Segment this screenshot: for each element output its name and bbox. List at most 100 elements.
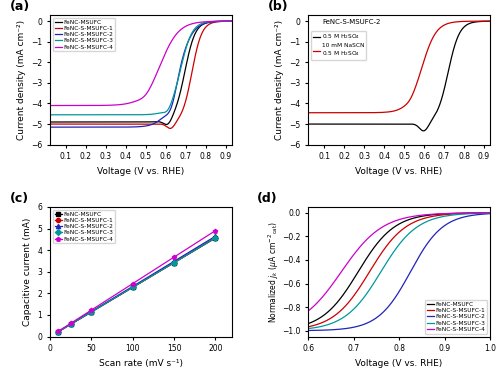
FeNC-S-MSUFC-1 [421,216,427,221]
FeNC-MSUFC [305,321,311,326]
FeNC-S-MSUFC-1 [443,212,449,217]
FeNC-S-MSUFC-4 [88,308,94,312]
Legend: FeNC-MSUFC, FeNC-S-MSUFC-1, FeNC-S-MSUFC-2, FeNC-S-MSUFC-3, FeNC-S-MSUFC-4: FeNC-MSUFC, FeNC-S-MSUFC-1, FeNC-S-MSUFC… [53,210,115,243]
FeNC-S-MSUFC-3 [416,224,422,228]
Line: FeNC-MSUFC: FeNC-MSUFC [56,236,218,334]
Line: FeNC-S-MSUFC-1: FeNC-S-MSUFC-1 [308,213,490,327]
FeNC-MSUFC [206,20,212,24]
FeNC-S-MSUFC-1 [88,310,94,314]
FeNC-S-MSUFC-2 [443,223,449,227]
X-axis label: Voltage (V vs. RHE): Voltage (V vs. RHE) [98,167,184,176]
FeNC-MSUFC [43,120,49,124]
FeNC-MSUFC [130,285,136,289]
FeNC-S-MSUFC-3 [421,221,427,225]
FeNC-S-MSUFC-4 [187,22,193,27]
FeNC-MSUFC [56,329,62,334]
FeNC-S-MSUFC-1 [54,122,60,126]
FeNC-S-MSUFC-4 [316,298,322,303]
X-axis label: Scan rate (mV s⁻¹): Scan rate (mV s⁻¹) [99,359,183,368]
FeNC-S-MSUFC-2 [171,259,177,264]
Legend: 0.5 M H$_2$SO$_4$, 10 mM NaSCN
0.5 M H$_2$SO$_4$: 0.5 M H$_2$SO$_4$, 10 mM NaSCN 0.5 M H$_… [311,31,366,60]
FeNC-S-MSUFC-3 [164,109,170,113]
FeNC-S-MSUFC-2 [187,36,193,40]
FeNC-MSUFC [411,216,417,220]
FeNC-S-MSUFC-4 [164,47,170,52]
FeNC-MSUFC [153,119,159,124]
Y-axis label: Normalized $j_k$ ($\mu$A cm$^{-2}$$_{\mathrm{cat}}$): Normalized $j_k$ ($\mu$A cm$^{-2}$$_{\ma… [266,221,280,323]
FeNC-S-MSUFC-3 [212,236,218,240]
FeNC-MSUFC [164,122,170,126]
Y-axis label: Capacitive current (mA): Capacitive current (mA) [23,218,32,326]
FeNC-S-MSUFC-3 [158,111,164,115]
FeNC-S-MSUFC-1 [233,19,239,24]
FeNC-S-MSUFC-2 [153,120,159,125]
FeNC-S-MSUFC-1 [416,218,422,223]
FeNC-MSUFC [163,122,169,127]
FeNC-S-MSUFC-1 [153,122,159,126]
FeNC-S-MSUFC-3 [411,227,417,232]
Line: FeNC-MSUFC: FeNC-MSUFC [308,213,490,324]
FeNC-MSUFC [187,46,193,50]
FeNC-S-MSUFC-4 [206,19,212,24]
Text: FeNC-S-MSUFC-2: FeNC-S-MSUFC-2 [322,19,381,25]
Line: FeNC-S-MSUFC-4: FeNC-S-MSUFC-4 [46,21,236,105]
FeNC-S-MSUFC-4 [212,229,218,233]
FeNC-S-MSUFC-1 [43,122,49,126]
FeNC-S-MSUFC-4 [462,211,468,215]
FeNC-S-MSUFC-2 [68,322,73,326]
FeNC-S-MSUFC-3 [206,19,212,24]
FeNC-S-MSUFC-3 [130,285,136,289]
FeNC-S-MSUFC-2 [56,329,62,334]
FeNC-S-MSUFC-2 [305,328,311,333]
FeNC-S-MSUFC-4 [233,19,239,24]
FeNC-S-MSUFC-2 [158,117,164,121]
FeNC-S-MSUFC-4 [171,255,177,260]
FeNC-S-MSUFC-3 [233,19,239,24]
Line: FeNC-S-MSUFC-4: FeNC-S-MSUFC-4 [308,213,490,311]
FeNC-S-MSUFC-1 [167,126,173,131]
FeNC-S-MSUFC-2 [487,211,493,216]
FeNC-S-MSUFC-1 [411,220,417,224]
FeNC-S-MSUFC-3 [171,260,177,265]
FeNC-MSUFC [171,260,177,265]
Line: FeNC-S-MSUFC-2: FeNC-S-MSUFC-2 [46,21,236,127]
FeNC-S-MSUFC-1 [462,211,468,216]
FeNC-S-MSUFC-3 [54,113,60,117]
FeNC-MSUFC [158,120,164,125]
FeNC-S-MSUFC-1 [171,260,177,265]
FeNC-S-MSUFC-4 [130,281,136,286]
FeNC-MSUFC [68,322,73,327]
FeNC-S-MSUFC-3 [443,214,449,218]
FeNC-S-MSUFC-1 [316,322,322,326]
FeNC-S-MSUFC-1 [68,322,73,327]
FeNC-S-MSUFC-4 [56,329,62,334]
FeNC-MSUFC [443,211,449,216]
FeNC-S-MSUFC-4 [158,61,164,65]
FeNC-MSUFC [212,236,218,240]
X-axis label: Voltage (V vs. RHE): Voltage (V vs. RHE) [356,167,442,176]
FeNC-S-MSUFC-3 [462,212,468,216]
Line: FeNC-S-MSUFC-3: FeNC-S-MSUFC-3 [56,236,218,334]
FeNC-S-MSUFC-3 [43,113,49,117]
FeNC-S-MSUFC-2 [88,309,94,314]
FeNC-S-MSUFC-1 [187,79,193,83]
FeNC-S-MSUFC-4 [421,213,427,217]
Text: (a): (a) [10,0,30,13]
FeNC-S-MSUFC-1 [158,122,164,126]
FeNC-S-MSUFC-3 [487,211,493,215]
FeNC-S-MSUFC-2 [54,125,60,129]
FeNC-MSUFC [88,310,94,314]
FeNC-S-MSUFC-4 [153,72,159,77]
FeNC-S-MSUFC-1 [212,236,218,240]
FeNC-S-MSUFC-4 [305,309,311,313]
FeNC-S-MSUFC-2 [164,113,170,117]
FeNC-S-MSUFC-1 [164,125,170,129]
FeNC-MSUFC [416,215,422,219]
FeNC-S-MSUFC-2 [212,234,218,239]
Legend: FeNC-MSUFC, FeNC-S-MSUFC-1, FeNC-S-MSUFC-2, FeNC-S-MSUFC-3, FeNC-S-MSUFC-4: FeNC-MSUFC, FeNC-S-MSUFC-1, FeNC-S-MSUFC… [425,300,487,334]
Line: FeNC-S-MSUFC-3: FeNC-S-MSUFC-3 [46,21,236,115]
FeNC-S-MSUFC-1 [206,22,212,26]
Line: FeNC-S-MSUFC-1: FeNC-S-MSUFC-1 [56,236,218,334]
FeNC-MSUFC [316,316,322,321]
FeNC-S-MSUFC-4 [443,211,449,216]
